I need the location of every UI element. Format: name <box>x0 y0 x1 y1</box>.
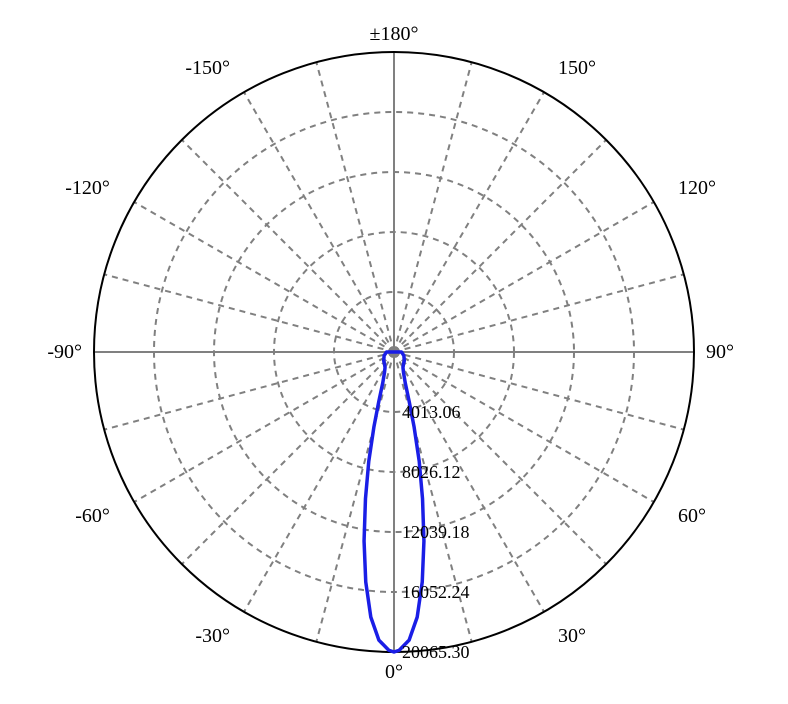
angle-label: 120° <box>678 177 716 199</box>
angle-label: -60° <box>75 505 110 527</box>
radial-label: 20065.30 <box>402 642 470 662</box>
angle-label: 30° <box>558 625 586 647</box>
radial-label: 12039.18 <box>402 522 470 542</box>
radial-label: 16052.24 <box>402 582 470 602</box>
angle-label: 60° <box>678 505 706 527</box>
angle-label: 0° <box>385 661 403 683</box>
angle-label: ±180° <box>370 23 419 45</box>
radial-label: 8026.12 <box>402 462 461 482</box>
angle-label: 150° <box>558 57 596 79</box>
polar-chart: ±180° -150° -120° -90° -60° -30° 0° 30° 60° 90° 12… <box>0 0 788 704</box>
angle-label: -120° <box>65 177 110 199</box>
radial-label: 4013.06 <box>402 402 461 422</box>
angle-label: -150° <box>185 57 230 79</box>
angle-label: -30° <box>195 625 230 647</box>
angle-label: 90° <box>706 341 734 363</box>
angle-label: -90° <box>47 341 82 363</box>
